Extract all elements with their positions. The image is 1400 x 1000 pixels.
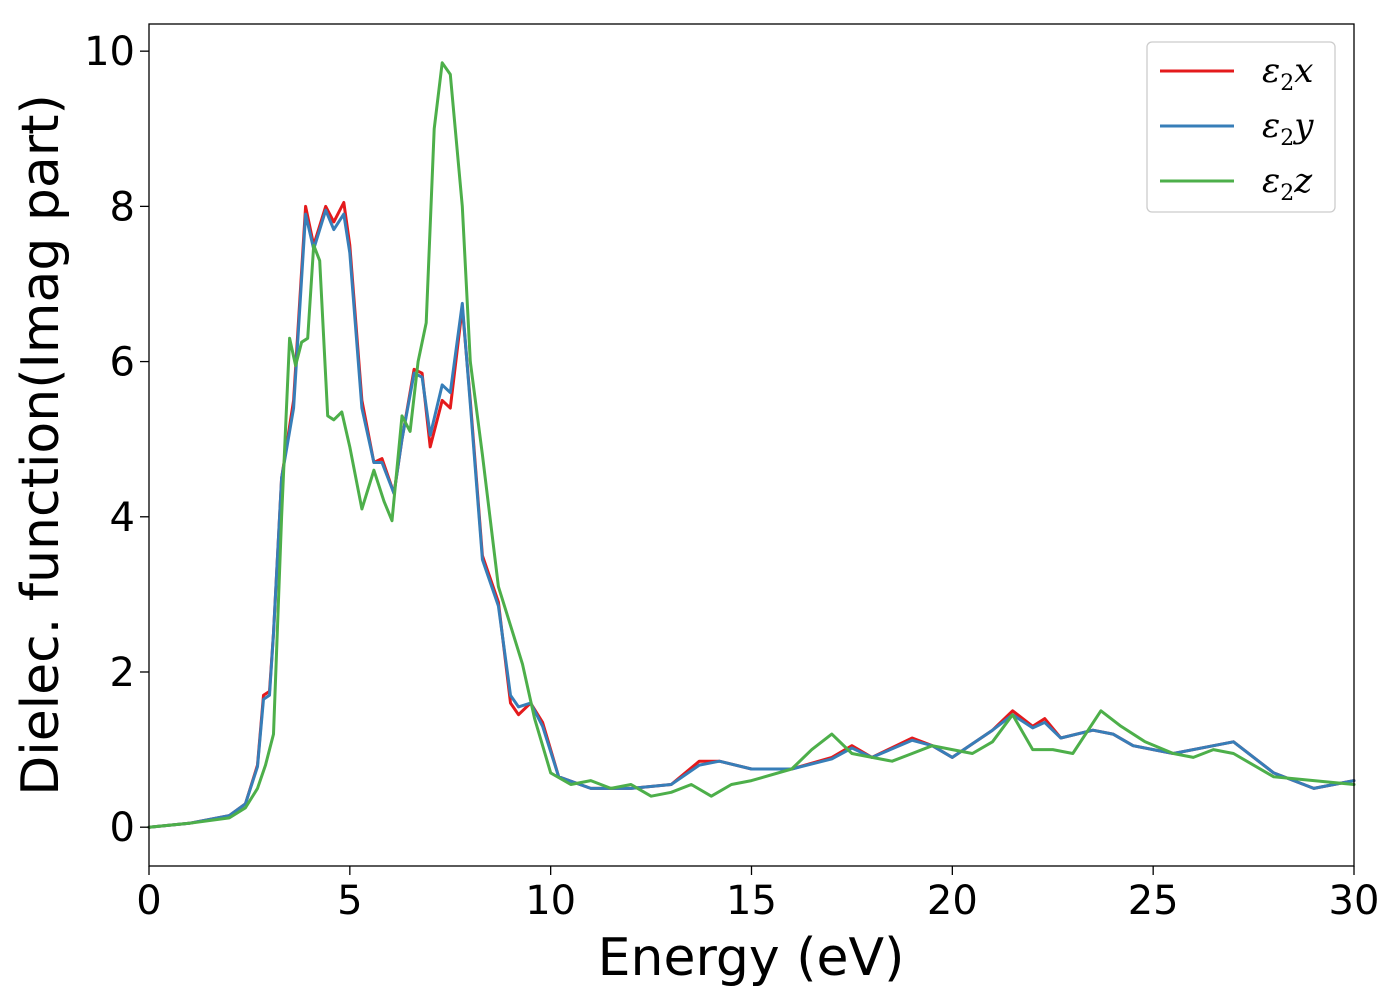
x-tick-label: 0 [136,878,161,924]
legend-label-x: ε2x [1262,51,1313,96]
x-axis-label: Energy (eV) [598,928,905,988]
series-line-z [147,61,1356,829]
y-axis-label: Dielec. function(Imag part) [11,94,71,796]
y-tick-label: 0 [110,805,135,851]
y-tick-label: 2 [110,650,135,696]
plot-lines [147,61,1356,829]
legend-frame [1146,41,1336,213]
y-axis-ticks: 0 2 4 6 8 10 [84,29,149,851]
x-tick-label: 20 [927,878,978,924]
x-axis-ticks: 0 5 10 15 20 25 30 [136,866,1379,924]
y-tick-label: 6 [110,340,135,386]
series-line-y [147,208,1356,829]
x-tick-label: 30 [1329,878,1380,924]
x-tick-label: 15 [726,878,777,924]
legend-label-y: ε2y [1262,106,1314,151]
legend-label-z: ε2z [1262,161,1313,206]
y-tick-label: 10 [84,29,135,75]
y-tick-label: 4 [110,495,135,541]
x-tick-label: 5 [337,878,362,924]
legend: ε2x ε2y ε2z [1146,41,1336,213]
x-tick-label: 10 [525,878,576,924]
y-tick-label: 8 [110,184,135,230]
x-tick-label: 25 [1128,878,1179,924]
